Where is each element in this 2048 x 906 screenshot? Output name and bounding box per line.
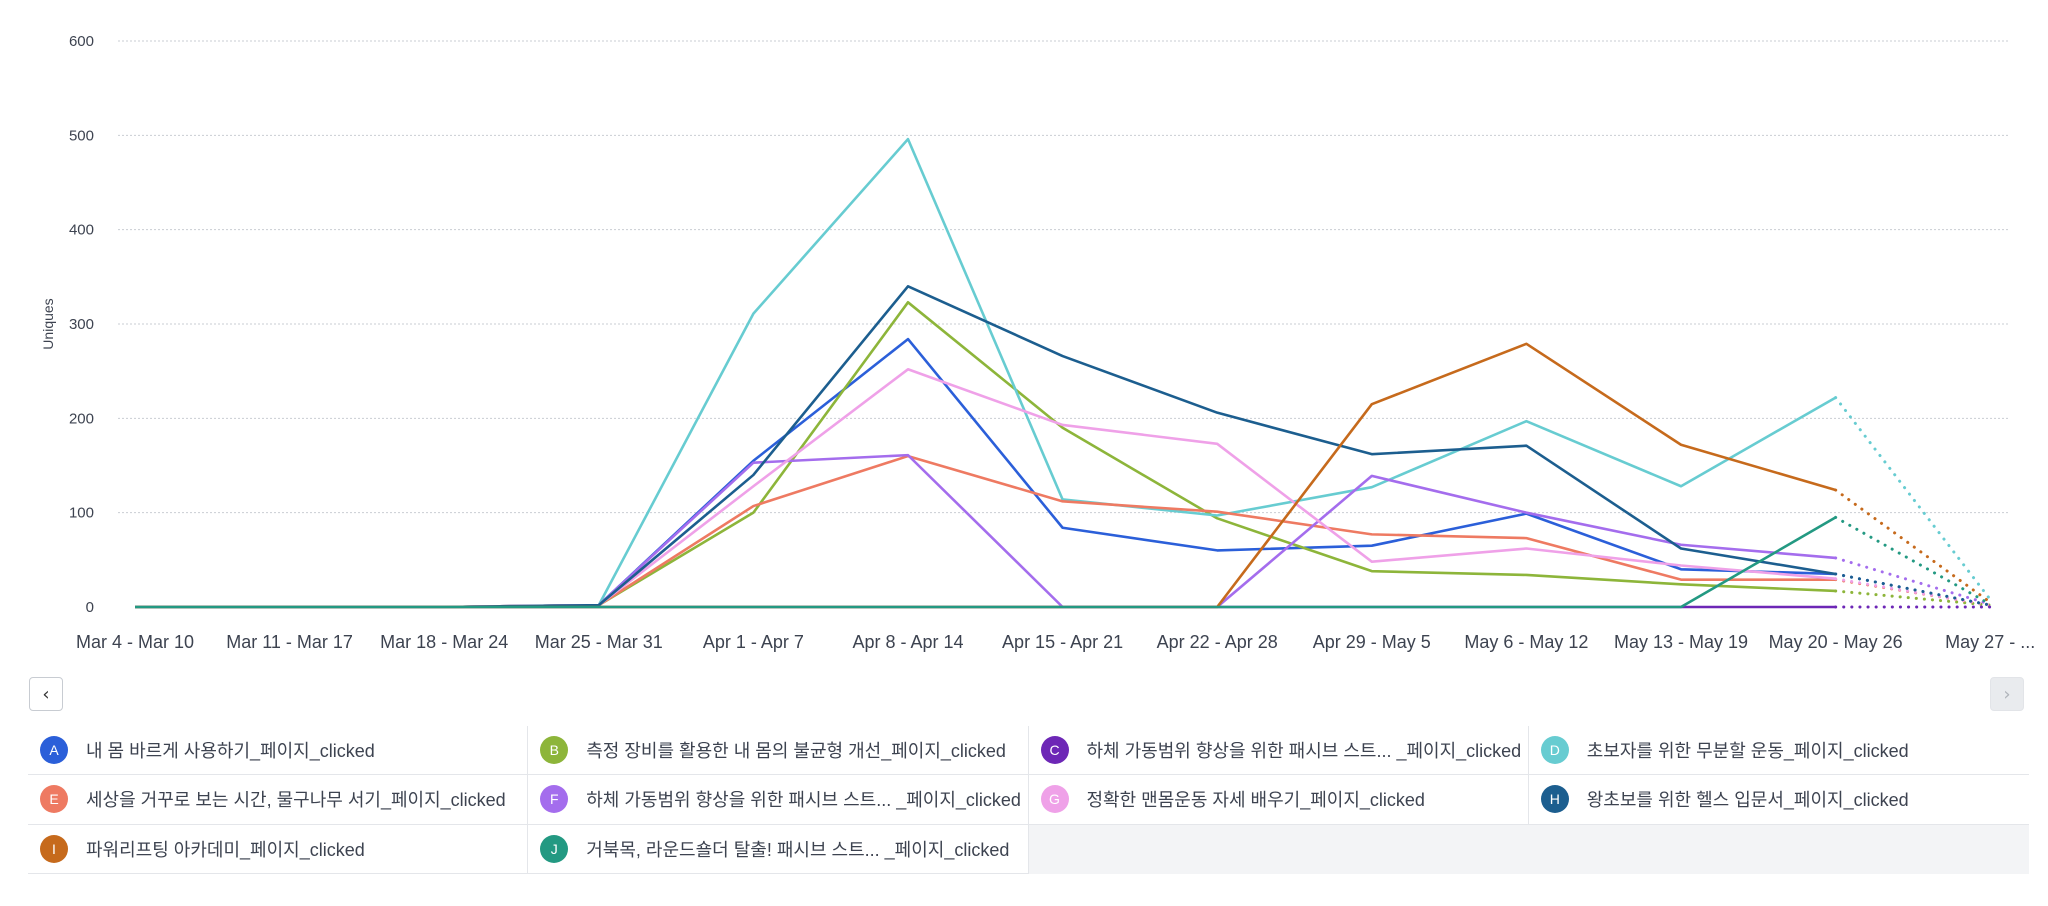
series-line bbox=[135, 342, 1836, 609]
line-chart: 0 100 200 300 400 500 600 Uniques Mar 4 - Mar … bbox=[40, 33, 2035, 652]
x-tick-label: Apr 1 - Apr 7 bbox=[703, 632, 804, 652]
legend-item-e[interactable]: E 세상을 거꾸로 보는 시간, 물구나무 서기_페이지_clicked bbox=[28, 775, 529, 825]
y-tick-label: 300 bbox=[69, 316, 94, 333]
series-e bbox=[135, 454, 1992, 609]
x-tick-label: May 13 - May 19 bbox=[1614, 632, 1748, 652]
series-line bbox=[135, 301, 1836, 609]
legend-prev-button[interactable]: ‹ bbox=[29, 677, 63, 711]
series-incomplete-segment bbox=[1834, 556, 1992, 606]
y-tick-label: 400 bbox=[69, 222, 94, 239]
x-tick-label: Mar 25 - Mar 31 bbox=[535, 632, 663, 652]
legend-item-b[interactable]: B 측정 장비를 활용한 내 몸의 불균형 개선_페이지_clicked bbox=[528, 726, 1029, 776]
legend-badge: A bbox=[40, 736, 68, 765]
legend-label: 하체 가동범위 향상을 위한 패시브 스트... _페이지_clicked bbox=[1086, 741, 1522, 762]
series-incomplete-segment bbox=[1834, 589, 1992, 607]
series-incomplete-segment bbox=[1834, 572, 1992, 607]
series-f bbox=[135, 453, 1992, 609]
y-tick-label: 0 bbox=[86, 599, 94, 616]
legend-label: 왕초보를 위한 헬스 입문서_페이지_clicked bbox=[1586, 790, 1909, 811]
legend-badge: D bbox=[1540, 736, 1569, 765]
legend-badge: E bbox=[40, 785, 68, 814]
x-tick-label: May 6 - May 12 bbox=[1464, 632, 1588, 652]
legend-next-button: › bbox=[1990, 677, 2024, 711]
legend-item-c[interactable]: C 하체 가동범위 향상을 위한 패시브 스트... _페이지_clicked bbox=[1028, 726, 1529, 776]
y-tick-label: 500 bbox=[69, 127, 94, 144]
legend-label: 하체 가동범위 향상을 위한 패시브 스트... _페이지_clicked bbox=[586, 790, 1021, 811]
legend-badge: H bbox=[1540, 785, 1569, 814]
legend-item-j[interactable]: J 거북목, 라운드숄더 탈출! 패시브 스트... _페이지_clicked bbox=[528, 824, 1029, 874]
x-tick-label: Mar 18 - Mar 24 bbox=[380, 632, 508, 652]
legend-item-f[interactable]: F 하체 가동범위 향상을 위한 패시브 스트... _페이지_clicked bbox=[528, 775, 1029, 825]
x-tick-label: Mar 4 - Mar 10 bbox=[76, 632, 194, 652]
y-tick-label: 600 bbox=[69, 33, 94, 50]
x-tick-label: May 27 - ... bbox=[1945, 632, 2035, 652]
x-axis: Mar 4 - Mar 10 Mar 11 - Mar 17 Mar 18 - Ma… bbox=[76, 632, 2035, 652]
chart-svg: 0 100 200 300 400 500 600 Uniques Mar 4 - Mar … bbox=[40, 33, 2035, 652]
legend: A 내 몸 바르게 사용하기_페이지_clicked B 측정 장비를 활용한 내 몸… bbox=[28, 726, 2029, 874]
x-tick-label: Mar 11 - Mar 17 bbox=[226, 632, 353, 652]
legend-label: 정확한 맨몸운동 자세 배우기_페이지_clicked bbox=[1086, 790, 1425, 811]
series-line bbox=[135, 137, 1837, 609]
legend-item-d[interactable]: D 초보자를 위한 무분할 운동_페이지_clicked bbox=[1528, 726, 2029, 776]
legend-item-a[interactable]: A 내 몸 바르게 사용하기_페이지_clicked bbox=[28, 726, 529, 776]
legend-label: 초보자를 위한 무분할 운동_페이지_clicked bbox=[1586, 741, 1909, 762]
x-tick-label: Apr 22 - Apr 28 bbox=[1157, 632, 1278, 652]
legend-badge: I bbox=[40, 834, 68, 863]
series-line bbox=[135, 284, 1836, 609]
legend-badge: F bbox=[540, 785, 569, 814]
legend-label: 세상을 거꾸로 보는 시간, 물구나무 서기_페이지_clicked bbox=[86, 790, 506, 811]
y-tick-label: 200 bbox=[69, 410, 94, 427]
series-incomplete-segment bbox=[1834, 396, 1992, 601]
grid-layer bbox=[118, 40, 2010, 514]
legend-item-h[interactable]: H 왕초보를 위한 헬스 입문서_페이지_clicked bbox=[1528, 775, 2029, 825]
legend-badge: C bbox=[1040, 736, 1069, 765]
legend-item-i[interactable]: I 파워리프팅 아카데미_페이지_clicked bbox=[28, 824, 529, 874]
x-tick-label: Apr 8 - Apr 14 bbox=[852, 632, 963, 652]
legend-label: 거북목, 라운드숄더 탈출! 패시브 스트... _페이지_clicked bbox=[586, 839, 1010, 860]
series-line bbox=[135, 367, 1836, 609]
series-incomplete-segment bbox=[1834, 488, 1992, 604]
series-a bbox=[135, 337, 1992, 609]
series-d bbox=[135, 137, 1992, 609]
series-h bbox=[135, 284, 1992, 609]
legend-badge: B bbox=[540, 736, 569, 765]
legend-label: 내 몸 바르게 사용하기_페이지_clicked bbox=[86, 741, 375, 762]
x-tick-label: May 20 - May 26 bbox=[1769, 632, 1903, 652]
legend-badge: G bbox=[1040, 785, 1069, 814]
y-axis: 0 100 200 300 400 500 600 bbox=[69, 33, 94, 616]
x-tick-label: Apr 15 - Apr 21 bbox=[1002, 632, 1123, 652]
legend-label: 파워리프팅 아카데미_페이지_clicked bbox=[86, 839, 365, 860]
series-incomplete-segment bbox=[1834, 577, 1992, 607]
x-tick-label: Apr 29 - May 5 bbox=[1313, 632, 1431, 652]
series-layer bbox=[135, 137, 1992, 609]
y-axis-label: Uniques bbox=[40, 298, 56, 349]
series-incomplete-segment bbox=[1834, 515, 1992, 606]
series-line bbox=[135, 516, 1837, 609]
series-j bbox=[135, 515, 1992, 609]
legend-label: 측정 장비를 활용한 내 몸의 불균형 개선_페이지_clicked bbox=[586, 741, 1006, 762]
legend-badge: J bbox=[540, 834, 569, 863]
y-tick-label: 100 bbox=[69, 505, 94, 522]
legend-item-g[interactable]: G 정확한 맨몸운동 자세 배우기_페이지_clicked bbox=[1028, 775, 1529, 825]
legend-empty-cell bbox=[1028, 824, 2029, 874]
